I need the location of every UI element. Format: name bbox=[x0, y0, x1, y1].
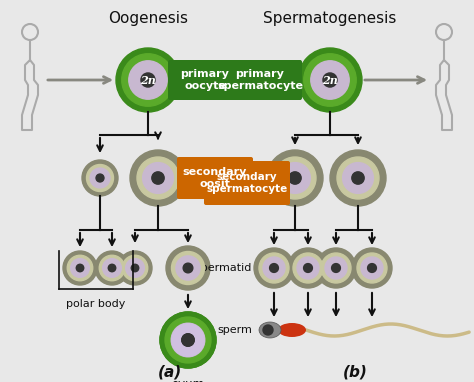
Text: polar body: polar body bbox=[66, 299, 126, 309]
Circle shape bbox=[176, 256, 200, 280]
Circle shape bbox=[274, 157, 316, 199]
Circle shape bbox=[76, 264, 84, 272]
Circle shape bbox=[368, 264, 376, 272]
Circle shape bbox=[96, 174, 104, 182]
Circle shape bbox=[129, 61, 167, 99]
Circle shape bbox=[165, 317, 211, 363]
Text: (a): (a) bbox=[158, 364, 182, 379]
Circle shape bbox=[297, 257, 319, 279]
Circle shape bbox=[95, 251, 129, 285]
Circle shape bbox=[99, 255, 125, 281]
Circle shape bbox=[130, 150, 186, 206]
Circle shape bbox=[288, 248, 328, 288]
Circle shape bbox=[143, 163, 173, 193]
Circle shape bbox=[131, 264, 139, 272]
Circle shape bbox=[321, 253, 351, 283]
Circle shape bbox=[332, 264, 340, 272]
Circle shape bbox=[166, 246, 210, 290]
Text: secondary
spermatocyte: secondary spermatocyte bbox=[206, 172, 288, 194]
Circle shape bbox=[172, 324, 204, 356]
Circle shape bbox=[304, 264, 312, 272]
Text: primary
oocyte: primary oocyte bbox=[181, 69, 229, 91]
Circle shape bbox=[263, 257, 285, 279]
Circle shape bbox=[361, 257, 383, 279]
FancyBboxPatch shape bbox=[177, 157, 253, 199]
Circle shape bbox=[352, 172, 364, 184]
Text: Spermatogenesis: Spermatogenesis bbox=[264, 10, 397, 26]
Circle shape bbox=[71, 259, 90, 277]
Circle shape bbox=[267, 150, 323, 206]
Circle shape bbox=[122, 255, 148, 281]
Circle shape bbox=[259, 253, 289, 283]
Circle shape bbox=[254, 248, 294, 288]
Circle shape bbox=[357, 253, 387, 283]
Text: Oogenesis: Oogenesis bbox=[108, 10, 188, 26]
Circle shape bbox=[325, 257, 347, 279]
Circle shape bbox=[280, 163, 310, 193]
Circle shape bbox=[116, 48, 180, 112]
Circle shape bbox=[182, 334, 194, 346]
Circle shape bbox=[122, 54, 174, 106]
FancyBboxPatch shape bbox=[168, 60, 242, 100]
Circle shape bbox=[160, 312, 216, 368]
Circle shape bbox=[90, 168, 110, 188]
Circle shape bbox=[152, 172, 164, 184]
Circle shape bbox=[263, 325, 273, 335]
Text: 2n: 2n bbox=[322, 74, 338, 86]
Circle shape bbox=[103, 259, 121, 277]
Text: spermatid: spermatid bbox=[196, 263, 252, 273]
Circle shape bbox=[270, 264, 278, 272]
Circle shape bbox=[118, 251, 152, 285]
Text: ovum: ovum bbox=[172, 378, 205, 382]
Circle shape bbox=[352, 248, 392, 288]
Circle shape bbox=[137, 157, 179, 199]
Text: primary
spermatocyte: primary spermatocyte bbox=[217, 69, 303, 91]
Circle shape bbox=[165, 317, 210, 363]
Circle shape bbox=[172, 251, 204, 285]
Text: sperm: sperm bbox=[217, 325, 252, 335]
Circle shape bbox=[304, 54, 356, 106]
Circle shape bbox=[86, 165, 113, 191]
Circle shape bbox=[63, 251, 97, 285]
Circle shape bbox=[323, 73, 337, 87]
Text: secondary
oosit: secondary oosit bbox=[183, 167, 247, 189]
Circle shape bbox=[293, 253, 323, 283]
Circle shape bbox=[108, 264, 116, 272]
Circle shape bbox=[182, 334, 194, 346]
Circle shape bbox=[171, 323, 205, 357]
Text: (b): (b) bbox=[343, 364, 367, 379]
Circle shape bbox=[337, 157, 379, 199]
Circle shape bbox=[141, 73, 155, 87]
Circle shape bbox=[67, 255, 93, 281]
Circle shape bbox=[289, 172, 301, 184]
Text: 2n: 2n bbox=[140, 74, 156, 86]
Ellipse shape bbox=[259, 322, 281, 338]
Circle shape bbox=[343, 163, 374, 193]
Circle shape bbox=[316, 248, 356, 288]
Ellipse shape bbox=[278, 323, 306, 337]
Circle shape bbox=[160, 312, 216, 368]
FancyBboxPatch shape bbox=[218, 60, 302, 100]
Circle shape bbox=[311, 61, 349, 99]
Circle shape bbox=[183, 263, 193, 273]
Circle shape bbox=[330, 150, 386, 206]
Circle shape bbox=[126, 259, 145, 277]
Circle shape bbox=[298, 48, 362, 112]
FancyBboxPatch shape bbox=[204, 161, 290, 205]
Circle shape bbox=[82, 160, 118, 196]
